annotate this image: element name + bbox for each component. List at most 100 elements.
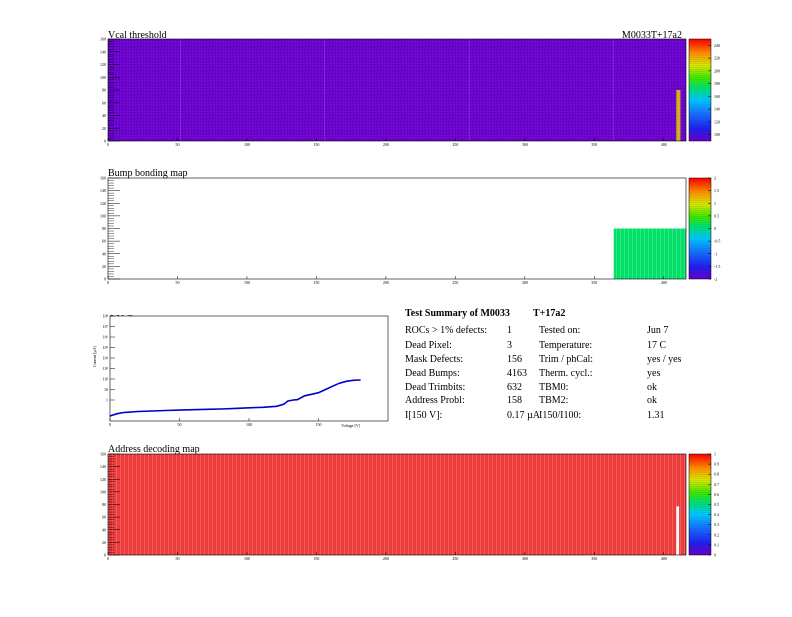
iv-data-point bbox=[192, 409, 194, 411]
x-tick-label: 250 bbox=[452, 142, 458, 147]
iv-data-point bbox=[292, 399, 295, 401]
iv-y-tick-label: 10⁷ bbox=[103, 324, 109, 329]
roc-tile-texture bbox=[324, 90, 397, 141]
summary-value: ok bbox=[647, 382, 657, 393]
palette-tick-label: 0.3 bbox=[714, 522, 719, 527]
x-tick-label: 300 bbox=[522, 280, 528, 285]
y-tick-label: 80 bbox=[102, 502, 106, 507]
iv-data-point bbox=[137, 410, 139, 413]
palette-tick-label: 120 bbox=[714, 119, 720, 124]
palette-tick-label: 160 bbox=[714, 94, 720, 99]
palette-tick-label: 200 bbox=[714, 68, 720, 73]
y-tick-label: 60 bbox=[102, 239, 106, 244]
summary-label: Mask Defects: bbox=[405, 354, 463, 365]
palette-tick-label: 2 bbox=[714, 176, 716, 181]
iv-data-point bbox=[276, 405, 278, 407]
iv-data-point bbox=[109, 415, 111, 417]
test-summary: Test Summary of M0033 T+17a2 ROCs > 1% de… bbox=[405, 308, 682, 421]
roc-tile-texture bbox=[613, 39, 686, 90]
summary-label: Dead Pixel: bbox=[405, 340, 452, 351]
palette-tick-label: 100 bbox=[714, 132, 720, 137]
x-tick-label: 250 bbox=[452, 280, 458, 285]
x-tick-label: 400 bbox=[661, 142, 667, 147]
roc-tile-texture bbox=[108, 90, 181, 141]
summary-value: 4163 bbox=[507, 368, 527, 379]
x-tick-label: 350 bbox=[591, 142, 597, 147]
x-tick-label: 50 bbox=[175, 556, 179, 561]
summary-value: 17 C bbox=[647, 340, 667, 351]
y-tick-label: 140 bbox=[100, 464, 106, 469]
vcal-threshold-panel: Vcal threshold M0033T+17a2 0204060801001… bbox=[100, 30, 720, 147]
vcal-threshold-palette: 100 120 140 160 180 200 220 240 bbox=[688, 38, 720, 142]
palette-tick-label: -2 bbox=[714, 277, 717, 282]
y-tick-label: 120 bbox=[100, 477, 106, 482]
iv-data-point bbox=[331, 385, 333, 387]
palette-tick-label: 0.4 bbox=[714, 512, 719, 517]
iv-x-tick-label: 50 bbox=[178, 422, 182, 427]
palette-bar bbox=[688, 38, 712, 142]
roc-tile-texture bbox=[324, 39, 397, 90]
summary-value: 632 bbox=[507, 382, 522, 393]
module-label: M0033T+17a2 bbox=[622, 30, 682, 41]
iv-data-point bbox=[248, 407, 250, 409]
palette-tick-label: 0.2 bbox=[714, 532, 719, 537]
summary-label: Dead Bumps: bbox=[405, 368, 460, 379]
iv-data-point bbox=[297, 398, 299, 401]
vcal-threshold-heatmap bbox=[108, 39, 686, 141]
iv-y-tick-label: 1 bbox=[106, 398, 108, 403]
y-tick-label: 140 bbox=[100, 188, 106, 193]
bump-bonding-heatmap bbox=[613, 228, 686, 279]
iv-data-point bbox=[165, 409, 167, 412]
x-tick-label: 300 bbox=[522, 556, 528, 561]
x-tick-label: 100 bbox=[244, 142, 250, 147]
x-tick-label: 50 bbox=[175, 280, 179, 285]
iv-y-axis-label: Current [µA] bbox=[92, 345, 97, 367]
palette-tick-label: 0.7 bbox=[714, 482, 719, 487]
roc-tile-texture bbox=[397, 39, 470, 90]
palette-tick-label: 0.1 bbox=[714, 542, 719, 547]
summary-value: yes / yes bbox=[647, 354, 682, 365]
iv-x-axis-label: Voltage [V] bbox=[341, 423, 360, 428]
roc-tile-texture bbox=[180, 90, 253, 141]
plot-frame bbox=[107, 177, 687, 280]
iv-x-tick-label: 0 bbox=[109, 422, 111, 427]
y-tick-label: 160 bbox=[100, 452, 106, 457]
x-tick-label: 400 bbox=[661, 280, 667, 285]
roc-tile-texture bbox=[469, 39, 542, 90]
address-decoding-palette: 0 0.1 0.2 0.3 0.4 0.5 0.6 0.7 0.8 0.9 1 bbox=[688, 452, 719, 558]
palette-tick-label: 1 bbox=[714, 201, 716, 206]
x-tick-label: 150 bbox=[313, 280, 319, 285]
iv-data-point bbox=[352, 379, 354, 381]
x-tick-label: 0 bbox=[107, 280, 109, 285]
summary-label: I[150 V]: bbox=[405, 410, 442, 421]
iv-data-point bbox=[234, 407, 236, 409]
y-tick-label: 40 bbox=[102, 527, 106, 532]
iv-data-point bbox=[151, 410, 153, 412]
summary-title-prefix: Test Summary of M0033 bbox=[405, 308, 510, 319]
iv-data-point bbox=[310, 393, 313, 395]
x-tick-label: 100 bbox=[244, 556, 250, 561]
summary-label: ROCs > 1% defects: bbox=[405, 325, 487, 336]
y-tick-label: 100 bbox=[100, 489, 106, 494]
x-tick-label: 350 bbox=[591, 280, 597, 285]
iv-y-tick-label: 10 bbox=[104, 387, 108, 392]
summary-label: Dead Trimbits: bbox=[405, 382, 465, 393]
roc-tile-texture bbox=[613, 90, 686, 141]
palette-tick-label: 0.9 bbox=[714, 462, 719, 467]
y-tick-label: 120 bbox=[100, 62, 106, 67]
summary-value: 1 bbox=[507, 325, 512, 336]
iv-data-point bbox=[283, 403, 285, 405]
palette-tick-label: 0.5 bbox=[714, 213, 719, 218]
iv-data-point bbox=[338, 382, 340, 384]
x-tick-label: 350 bbox=[591, 556, 597, 561]
x-tick-label: 0 bbox=[107, 556, 109, 561]
vcal-threshold-title: Vcal threshold bbox=[108, 30, 167, 41]
roc-tile-texture bbox=[541, 90, 614, 141]
y-tick-label: 80 bbox=[102, 226, 106, 231]
dead-bump-texture bbox=[613, 228, 686, 279]
roc-tile-texture bbox=[108, 39, 181, 90]
y-tick-label: 20 bbox=[102, 126, 106, 131]
